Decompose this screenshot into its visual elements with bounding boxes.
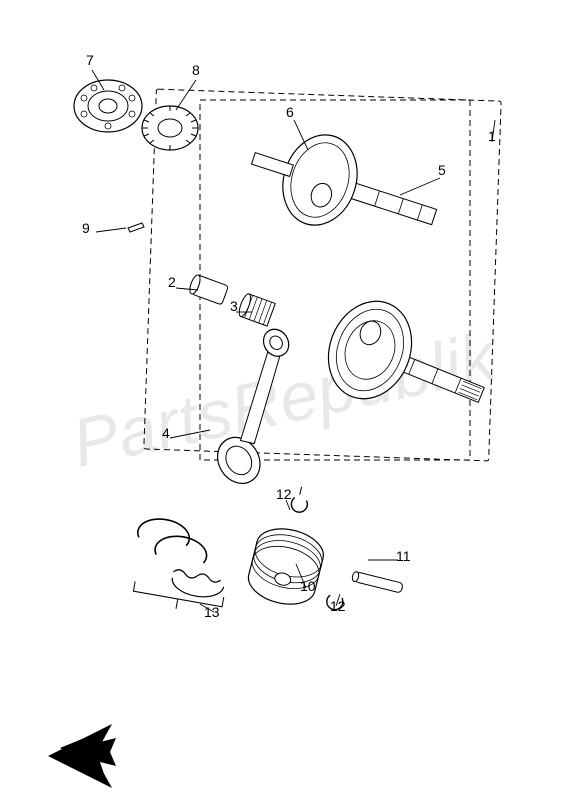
part-crank-lower bbox=[314, 289, 500, 442]
callout-11: 11 bbox=[396, 548, 411, 564]
callout-12a: 12 bbox=[276, 486, 292, 502]
part-key-9 bbox=[128, 223, 144, 232]
callout-5: 5 bbox=[438, 162, 446, 178]
callout-8: 8 bbox=[192, 62, 200, 78]
callout-1: 1 bbox=[488, 128, 496, 144]
exploded-diagram bbox=[0, 0, 567, 800]
callout-2: 2 bbox=[168, 274, 176, 290]
part-needle-bearing-3 bbox=[237, 293, 275, 326]
callout-9: 9 bbox=[82, 220, 90, 236]
callout-12b: 12 bbox=[330, 598, 346, 614]
part-rings-13 bbox=[126, 515, 236, 617]
part-conrod-4 bbox=[172, 325, 341, 492]
callout-6: 6 bbox=[286, 104, 294, 120]
callout-7: 7 bbox=[86, 52, 94, 68]
callout-10: 10 bbox=[300, 578, 316, 594]
callout-13: 13 bbox=[204, 604, 220, 620]
callout-3: 3 bbox=[230, 298, 238, 314]
callout-4: 4 bbox=[162, 425, 170, 441]
part-gear-8 bbox=[142, 106, 198, 150]
part-bearing-7 bbox=[74, 80, 142, 132]
